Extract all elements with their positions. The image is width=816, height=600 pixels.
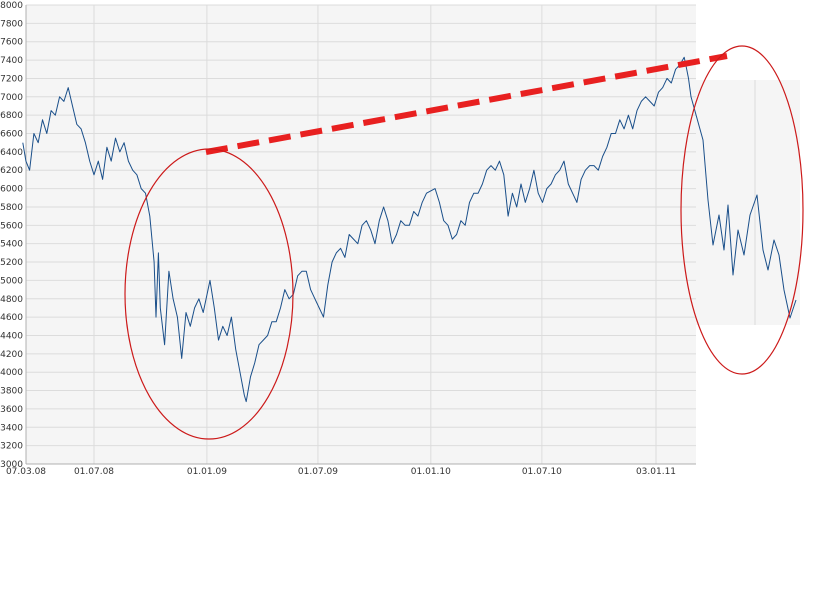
y-tick-label: 5400 (0, 240, 23, 250)
y-tick-label: 5600 (0, 221, 23, 231)
y-tick-label: 4200 (0, 350, 23, 360)
y-tick-label: 3800 (0, 387, 23, 397)
y-tick-labels: 3000 3200 3400 3600 3800 4000 4200 4400 4600 4800… (0, 1, 23, 470)
y-tick-label: 6800 (0, 111, 23, 121)
y-tick-label: 7400 (0, 56, 23, 66)
x-tick-label: 01.07.09 (298, 467, 338, 477)
trend-line (205, 53, 728, 155)
y-tick-label: 3000 (0, 460, 23, 470)
y-tick-label: 3200 (0, 442, 23, 452)
y-tick-label: 7200 (0, 74, 23, 84)
x-tick-label: 01.01.09 (187, 467, 227, 477)
y-tick-label: 5200 (0, 258, 23, 268)
y-tick-label: 6200 (0, 166, 23, 176)
y-tick-label: 4400 (0, 331, 23, 341)
x-tick-labels: 07.03.08 01.07.08 01.01.09 01.07.09 01.01.10… (6, 467, 676, 477)
x-tick-label: 01.07.10 (522, 467, 562, 477)
y-tick-label: 3400 (0, 423, 23, 433)
x-tick-label: 07.03.08 (6, 467, 46, 477)
y-tick-label: 7000 (0, 93, 23, 103)
highlight-circle-2011-drop (680, 45, 804, 375)
annotations (124, 45, 804, 440)
y-tick-label: 6600 (0, 130, 23, 140)
y-tick-label: 4600 (0, 313, 23, 323)
highlight-circle-2009-low (124, 148, 294, 440)
y-tick-label: 4000 (0, 368, 23, 378)
y-tick-label: 3600 (0, 405, 23, 415)
y-tick-label: 7600 (0, 38, 23, 48)
y-tick-label: 6400 (0, 148, 23, 158)
plot-area-left (26, 5, 696, 464)
series (22, 56, 797, 403)
x-tick-label: 01.01.10 (411, 467, 451, 477)
y-tick-label: 5800 (0, 203, 23, 213)
y-tick-label: 6000 (0, 185, 23, 195)
y-tick-label: 4800 (0, 295, 23, 305)
plot-area-right (696, 80, 800, 325)
x-tick-label: 01.07.08 (74, 467, 114, 477)
y-tick-label: 5000 (0, 276, 23, 286)
series-line (22, 56, 797, 403)
axes (25, 5, 696, 465)
y-tick-label: 8000 (0, 1, 23, 11)
y-tick-label: 7800 (0, 19, 23, 29)
x-tick-label: 03.01.11 (636, 467, 676, 477)
